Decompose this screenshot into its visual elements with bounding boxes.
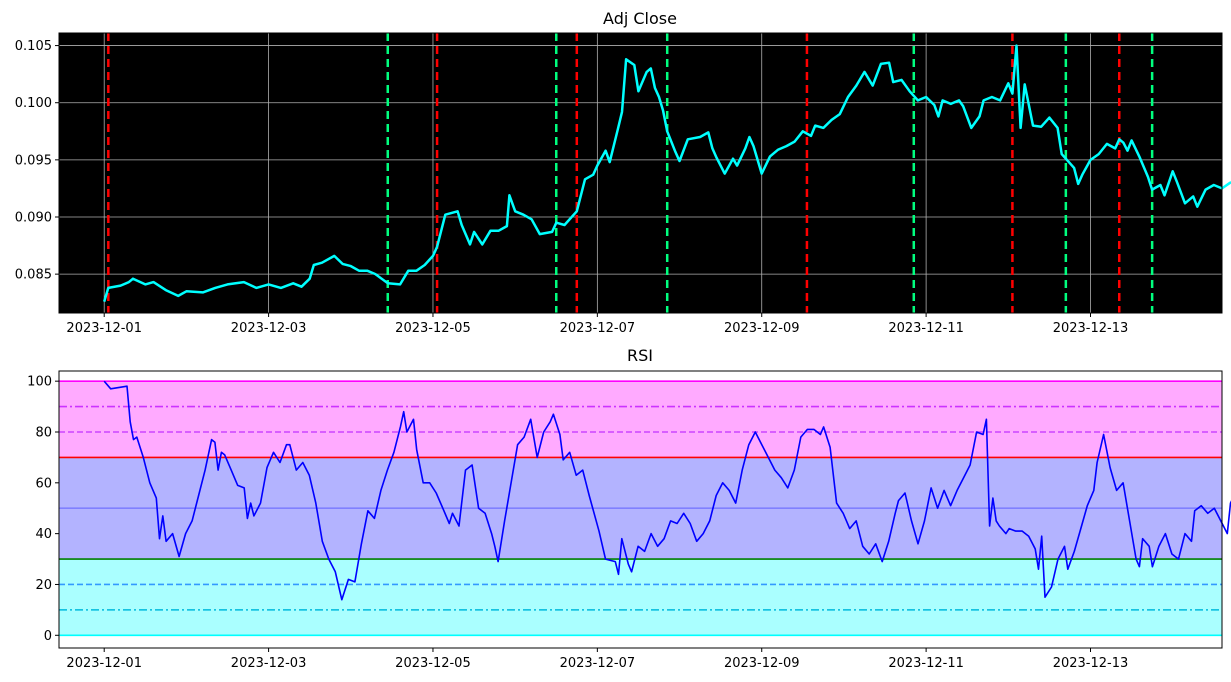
adj-close-plot-area [59,33,1222,313]
rsi-x-axis: 2023-12-01 2023-12-03 2023-12-05 2023-12-07… [58,370,1223,671]
rsi-series [103,380,1231,601]
rsi-y-tick-label: 40 [35,527,52,542]
adj-close-y-tick-label: 0.085 [15,268,52,283]
rsi-x-tick-label: 2023-12-05 [395,656,471,671]
rsi-x-tick-label: 2023-12-09 [724,656,800,671]
rsi-band [59,559,1222,636]
adj-close-grid [59,33,1222,313]
adj-close-x-tick-label: 2023-12-01 [66,321,142,336]
adj-close-x-tick-label: 2023-12-05 [395,321,471,336]
adj-close-chart: Adj Close 0.085 0.090 0.095 0.100 0.105 2023… [15,9,1231,336]
rsi-y-tick-label: 20 [35,578,52,593]
rsi-x-tick-label: 2023-12-07 [560,656,636,671]
adj-close-title: Adj Close [603,9,677,28]
rsi-x-tick-label: 2023-12-11 [888,656,964,671]
adj-close-y-axis: 0.085 0.090 0.095 0.100 0.105 [15,39,59,283]
adj-close-x-tick-label: 2023-12-11 [888,321,964,336]
rsi-y-tick-label: 0 [44,629,52,644]
rsi-band [59,381,1222,458]
rsi-y-tick-label: 60 [35,476,52,491]
adj-close-frame [58,32,1223,314]
rsi-x-tick-label: 2023-12-03 [231,656,307,671]
rsi-title: RSI [627,346,653,365]
adj-close-y-tick-label: 0.105 [15,39,52,54]
rsi-x-tick-label: 2023-12-13 [1053,656,1129,671]
adj-close-y-tick-label: 0.100 [15,96,52,111]
adj-close-y-tick-label: 0.090 [15,211,52,226]
rsi-frame [58,370,1223,649]
adj-close-y-tick-label: 0.095 [15,153,52,168]
rsi-y-tick-label: 80 [35,425,52,440]
rsi-y-tick-label: 100 [27,375,52,390]
rsi-reference-lines [59,380,1222,637]
adj-close-x-axis: 2023-12-01 2023-12-03 2023-12-05 2023-12-07… [58,32,1223,336]
adj-close-series [103,44,1231,302]
adj-close-line [103,44,1231,302]
adj-close-x-tick-label: 2023-12-03 [231,321,307,336]
adj-close-x-tick-label: 2023-12-09 [724,321,800,336]
rsi-x-tick-label: 2023-12-01 [66,656,142,671]
rsi-line [103,380,1231,601]
adj-close-x-tick-label: 2023-12-07 [560,321,636,336]
rsi-y-axis: 0 20 40 60 80 100 [27,375,59,644]
adj-close-x-tick-label: 2023-12-13 [1053,321,1129,336]
